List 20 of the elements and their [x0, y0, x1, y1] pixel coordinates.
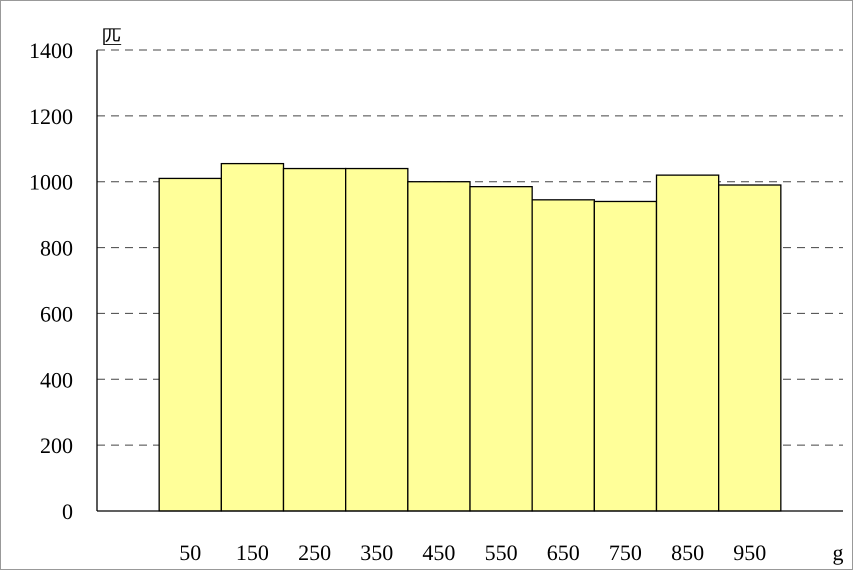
y-tick-label: 800 [40, 236, 73, 261]
x-tick-label: 250 [298, 540, 332, 565]
y-tick-label: 0 [62, 499, 73, 524]
x-tick-label: 350 [360, 540, 394, 565]
x-tick-label: 950 [733, 540, 766, 565]
x-tick-label: 450 [422, 540, 456, 565]
y-tick-label: 1200 [29, 104, 73, 129]
x-axis-title: g [832, 540, 844, 565]
x-tick-label: 850 [671, 540, 704, 565]
x-tick-label: 150 [236, 540, 269, 565]
x-tick-label: 750 [608, 540, 642, 565]
y-tick-label: 200 [40, 433, 73, 458]
x-tick-label: 550 [484, 540, 518, 565]
y-tick-label: 1400 [29, 38, 73, 63]
x-tick-label: 650 [546, 540, 580, 565]
y-tick-label: 400 [40, 367, 73, 392]
y-axis-title: 匹 [102, 27, 122, 49]
x-tick-label: 50 [179, 540, 202, 565]
y-tick-label: 1000 [29, 170, 73, 195]
y-tick-label: 600 [40, 301, 73, 326]
